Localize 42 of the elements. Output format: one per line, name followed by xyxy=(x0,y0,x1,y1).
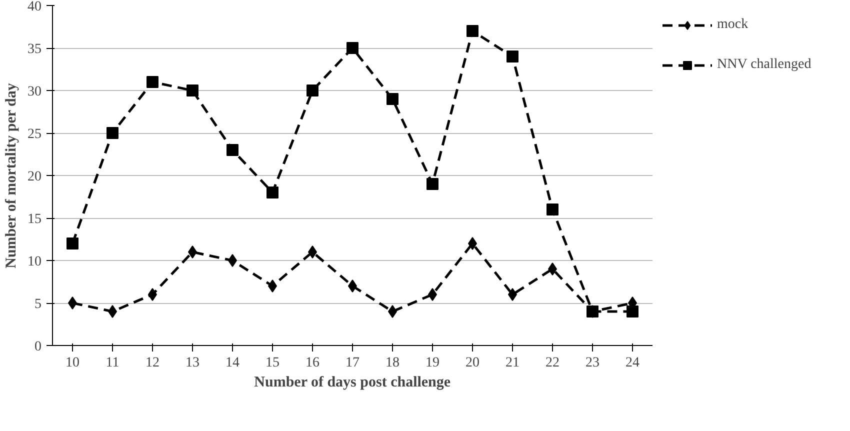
x-tick-label: 24 xyxy=(626,356,640,370)
x-tick-label: 10 xyxy=(66,356,80,370)
x-tick-label: 13 xyxy=(186,356,200,370)
point xyxy=(346,42,358,54)
point xyxy=(466,25,478,37)
point xyxy=(226,144,238,156)
point xyxy=(186,84,198,96)
point xyxy=(426,178,438,190)
x-tick-label: 18 xyxy=(386,356,400,370)
y-axis-title: Number of mortality per day xyxy=(4,82,20,268)
point xyxy=(146,76,158,88)
point xyxy=(266,186,278,198)
y-tick-label: 25 xyxy=(28,127,42,142)
x-tick-label: 23 xyxy=(586,356,600,370)
y-tick-label: 35 xyxy=(28,42,42,57)
point xyxy=(306,84,318,96)
x-tick-label: 22 xyxy=(546,356,560,370)
x-tick-label: 11 xyxy=(106,356,120,370)
x-tick-label: 16 xyxy=(306,356,320,370)
point xyxy=(546,204,558,216)
x-tick-label: 19 xyxy=(426,356,440,370)
point xyxy=(506,50,518,62)
y-tick-label: 10 xyxy=(28,254,42,270)
y-tick-label: 40 xyxy=(28,0,42,14)
y-tick-label: 5 xyxy=(34,297,42,312)
x-tick-label: 14 xyxy=(226,356,240,370)
x-tick-label: 17 xyxy=(346,356,360,370)
point xyxy=(626,306,638,318)
x-axis-title: Number of days post challenge xyxy=(254,374,451,390)
y-tick-label: 20 xyxy=(28,170,42,184)
point xyxy=(106,127,118,139)
legend-label: mock xyxy=(717,17,748,33)
y-tick-label: 30 xyxy=(28,84,42,100)
y-tick-label: 15 xyxy=(28,212,42,227)
x-tick-label: 12 xyxy=(146,356,160,370)
legend-label: NNV challenged xyxy=(717,57,812,73)
y-tick-label: 0 xyxy=(34,340,42,354)
x-tick-label: 21 xyxy=(506,356,520,370)
x-tick-label: 15 xyxy=(266,356,280,370)
point xyxy=(66,238,78,250)
point xyxy=(386,93,398,105)
x-tick-label: 20 xyxy=(466,356,480,370)
